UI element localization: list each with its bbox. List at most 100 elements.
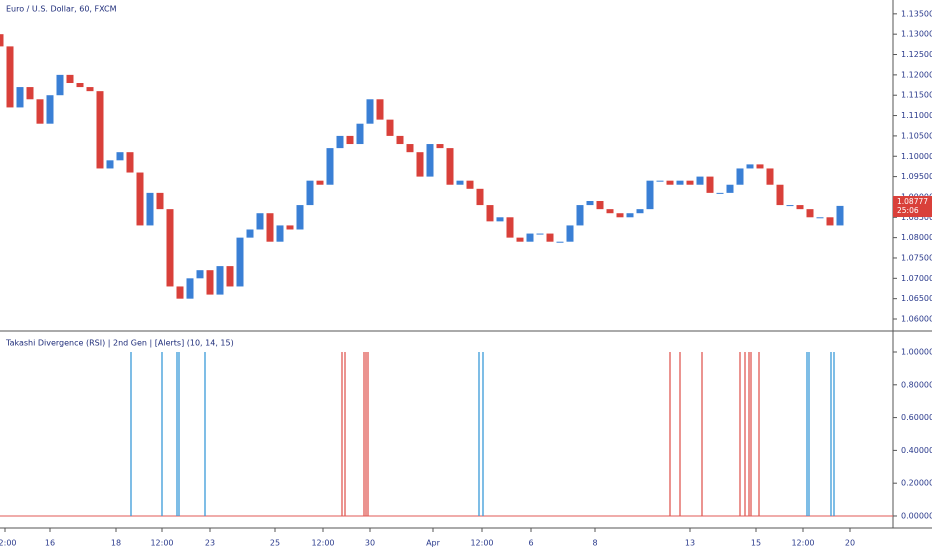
candle-body bbox=[636, 209, 644, 214]
chart-title: Euro / U.S. Dollar, 60, FXCM bbox=[6, 5, 117, 14]
candle-body bbox=[336, 135, 344, 149]
x-tick-label: 23 bbox=[205, 539, 215, 548]
candle-body bbox=[0, 34, 4, 47]
x-tick-label: 25 bbox=[270, 539, 280, 548]
x-tick-label: 12:00 bbox=[150, 539, 173, 548]
candle-body bbox=[406, 144, 414, 153]
candle-body bbox=[466, 180, 474, 189]
candle-body bbox=[686, 180, 694, 185]
candle-body bbox=[386, 119, 394, 136]
candle-body bbox=[156, 192, 164, 210]
y-tick-label: 1.07000 bbox=[901, 274, 932, 283]
x-tick-label: Apr bbox=[426, 539, 441, 548]
candle-body bbox=[736, 168, 744, 185]
candle-body bbox=[276, 225, 284, 242]
candle-body bbox=[776, 184, 784, 206]
candle-body bbox=[26, 87, 34, 100]
candle-body bbox=[366, 99, 374, 124]
y-tick-label: 1.12000 bbox=[901, 70, 932, 79]
candle-body bbox=[626, 213, 634, 218]
candle-body bbox=[36, 99, 44, 124]
y-tick-label: 1.11500 bbox=[901, 91, 932, 100]
candle-body bbox=[76, 83, 84, 88]
candle-body bbox=[806, 209, 814, 218]
candle-body bbox=[566, 225, 574, 242]
candle-body bbox=[246, 229, 254, 238]
candle-body bbox=[496, 217, 504, 222]
candle-body bbox=[786, 205, 794, 207]
candle-body bbox=[746, 164, 754, 169]
candle-body bbox=[596, 201, 604, 210]
candle-body bbox=[376, 99, 384, 120]
candle-body bbox=[266, 213, 274, 242]
y-tick-label: 1.08500 bbox=[901, 213, 932, 222]
y-tick-label: 1.06000 bbox=[901, 315, 932, 324]
candle-body bbox=[226, 266, 234, 287]
y-tick-label: 1.13500 bbox=[901, 9, 932, 18]
candle-body bbox=[326, 148, 334, 185]
candle-body bbox=[816, 217, 824, 219]
y-tick-label: 0.80000 bbox=[901, 380, 932, 389]
x-tick-label: 6 bbox=[528, 539, 533, 548]
candle-body bbox=[696, 176, 704, 185]
candle-body bbox=[116, 152, 124, 161]
candle-body bbox=[536, 233, 544, 235]
candle-body bbox=[646, 180, 654, 210]
y-tick-label: 1.06500 bbox=[901, 294, 932, 303]
candle-body bbox=[826, 217, 834, 226]
candle-body bbox=[216, 266, 224, 295]
candle-body bbox=[716, 192, 724, 194]
candle-body bbox=[576, 205, 584, 226]
x-tick-label: 30 bbox=[365, 539, 375, 548]
candle-body bbox=[486, 205, 494, 222]
candle-body bbox=[6, 46, 14, 108]
y-tick-label: 1.10500 bbox=[901, 131, 932, 140]
x-tick-label: 20 bbox=[845, 539, 855, 548]
candle-body bbox=[196, 270, 204, 279]
last-price-box bbox=[893, 196, 932, 218]
y-tick-label: 0.20000 bbox=[901, 479, 932, 488]
x-tick-label: 15 bbox=[751, 539, 761, 548]
candle-body bbox=[346, 135, 354, 145]
candle-body bbox=[356, 123, 364, 145]
x-tick-label: 12:00 bbox=[791, 539, 814, 548]
x-tick-label: 8 bbox=[592, 539, 597, 548]
candle-body bbox=[676, 180, 684, 185]
candle-body bbox=[136, 172, 144, 226]
y-tick-label: 1.11000 bbox=[901, 111, 932, 120]
candle-body bbox=[46, 95, 54, 124]
candle-body bbox=[416, 152, 424, 177]
candle-body bbox=[796, 205, 804, 210]
candle-body bbox=[56, 74, 64, 96]
candle-body bbox=[206, 270, 214, 295]
y-tick-label: 1.12500 bbox=[901, 50, 932, 59]
candle-body bbox=[236, 237, 244, 287]
candle-body bbox=[656, 180, 664, 182]
candle-body bbox=[616, 213, 624, 218]
y-tick-label: 1.08000 bbox=[901, 233, 932, 242]
candle-body bbox=[186, 278, 194, 299]
candle-body bbox=[426, 144, 434, 177]
candle-body bbox=[256, 213, 264, 230]
candle-body bbox=[396, 135, 404, 145]
y-tick-label: 0.60000 bbox=[901, 413, 932, 422]
candle-body bbox=[516, 237, 524, 242]
candle-body bbox=[756, 164, 764, 169]
x-tick-label: 16 bbox=[45, 539, 55, 548]
candle-body bbox=[506, 217, 514, 238]
candle-body bbox=[706, 176, 714, 193]
candle-body bbox=[296, 205, 304, 230]
candle-body bbox=[476, 188, 484, 206]
candle-body bbox=[146, 192, 154, 226]
candle-body bbox=[176, 286, 184, 299]
x-tick-label: 18 bbox=[111, 539, 121, 548]
x-tick-label: 12:00 bbox=[0, 539, 17, 548]
y-tick-label: 1.09500 bbox=[901, 172, 932, 181]
last-price-label: 1.08777 bbox=[897, 197, 928, 206]
candle-body bbox=[16, 87, 24, 108]
candle-body bbox=[556, 241, 564, 243]
x-tick-label: 13 bbox=[685, 539, 695, 548]
candle-body bbox=[546, 233, 554, 242]
